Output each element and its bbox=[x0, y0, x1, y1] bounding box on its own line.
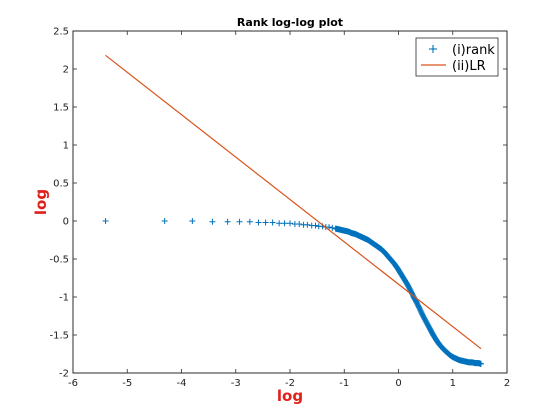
plot-area bbox=[72, 30, 508, 374]
y-tick-label: 0 bbox=[63, 217, 69, 228]
y-axis-label: log bbox=[32, 189, 50, 215]
y-tick-label: -1.5 bbox=[49, 331, 69, 342]
legend-box bbox=[415, 37, 499, 77]
x-tick-label: -4 bbox=[177, 378, 187, 389]
y-tick-label: 1.5 bbox=[53, 103, 69, 114]
data-marks bbox=[102, 54, 484, 367]
y-tick-label: -0.5 bbox=[49, 255, 69, 266]
x-axis-label: log bbox=[277, 387, 303, 405]
x-tick-label: -1 bbox=[339, 378, 349, 389]
x-tick-label: 2 bbox=[504, 378, 510, 389]
chart-title: Rank log-log plot bbox=[237, 16, 343, 29]
lr-line bbox=[105, 54, 482, 350]
y-tick-label: 0.5 bbox=[53, 179, 69, 190]
y-tick-label: -1 bbox=[59, 293, 69, 304]
x-tick-label: 1 bbox=[450, 378, 456, 389]
legend-marker-rank bbox=[429, 45, 437, 53]
x-tick-label: 0 bbox=[395, 378, 401, 389]
x-tick-label: -6 bbox=[68, 378, 78, 389]
y-tick-label: 1 bbox=[63, 141, 69, 152]
legend-label-rank: (i)rank bbox=[452, 43, 495, 58]
x-tick-label: -3 bbox=[231, 378, 241, 389]
y-tick-label: 2.5 bbox=[53, 27, 69, 38]
y-tick-label: 2 bbox=[63, 65, 69, 76]
x-tick-label: -2 bbox=[285, 378, 295, 389]
legend-label-lr: (ii)LR bbox=[452, 59, 486, 74]
legend: (i)rank (ii)LR bbox=[415, 37, 499, 77]
ticks: -6 -5 -4 -3 -2 -1 0 1 2 -2 -1.5 -1 -0.5 0 0.5 1 1.5 2 2.5 bbox=[49, 27, 510, 390]
x-tick-label: -5 bbox=[122, 378, 132, 389]
y-tick-label: -2 bbox=[59, 369, 69, 380]
axes: -6 -5 -4 -3 -2 -1 0 1 2 -2 -1.5 -1 -0.5 0 0.5 1 1.5 2 2.5 bbox=[49, 27, 510, 390]
